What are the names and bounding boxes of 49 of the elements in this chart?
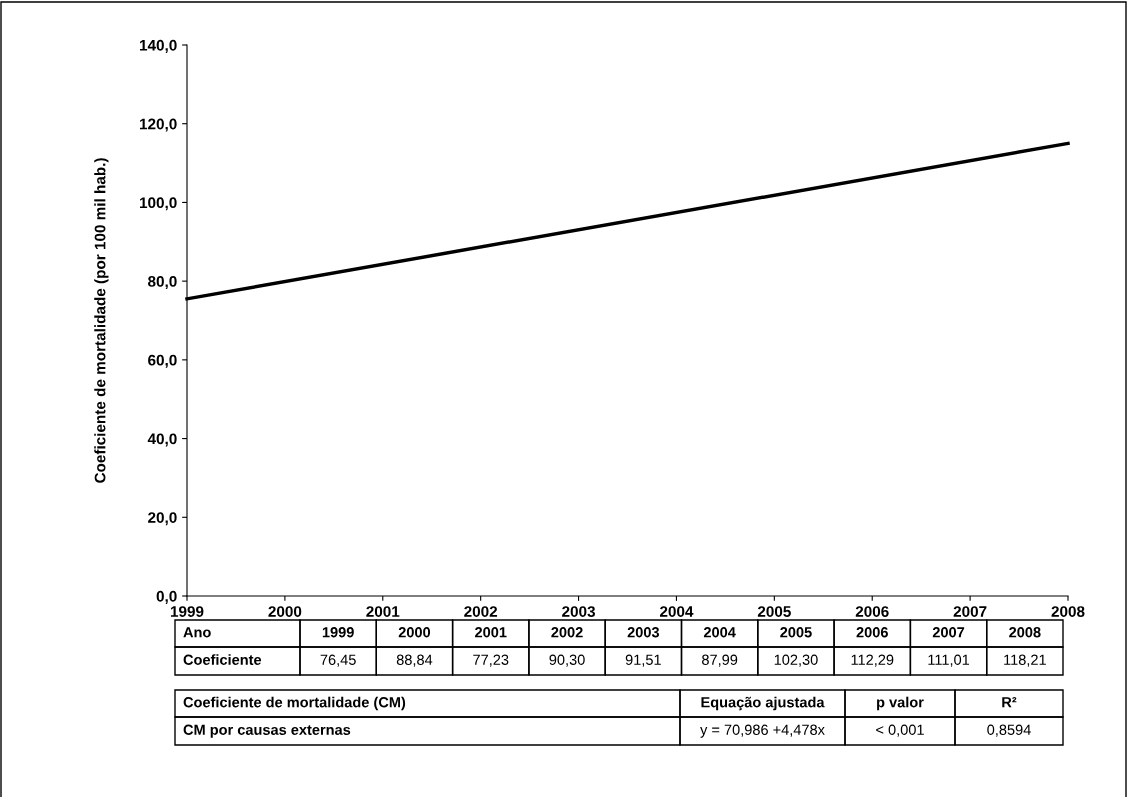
x-tick-label: 2000 bbox=[268, 606, 302, 617]
text: y = 70,986 +4,478x bbox=[700, 724, 825, 738]
text: 2005 bbox=[780, 627, 812, 638]
text: 0,8594 bbox=[987, 724, 1031, 737]
text: 87,99 bbox=[702, 654, 738, 667]
text: Equação ajustada bbox=[701, 696, 825, 711]
text: Ano bbox=[183, 627, 211, 638]
x-tick-label: 1999 bbox=[170, 606, 204, 617]
text: 2004 bbox=[703, 627, 736, 638]
text: CM por causas externas bbox=[183, 724, 351, 738]
text: 2002 bbox=[551, 627, 583, 638]
text: 102,30 bbox=[774, 654, 818, 667]
text: Coeficiente de mortalidade (CM) bbox=[183, 696, 406, 711]
text: 112,29 bbox=[851, 654, 894, 667]
x-tick-label: 2005 bbox=[757, 606, 791, 617]
x-tick-label: 2007 bbox=[953, 606, 987, 617]
x-tick-label: 2006 bbox=[855, 606, 889, 617]
text: < 0,001 bbox=[876, 724, 924, 737]
text: 2000 bbox=[398, 627, 431, 638]
text: 88,84 bbox=[396, 654, 433, 667]
text: 118,21 bbox=[1004, 654, 1046, 667]
y-tick-label: 100,0 bbox=[140, 197, 177, 211]
text: 2001 bbox=[475, 627, 507, 638]
text: R² bbox=[1002, 697, 1017, 708]
y-tick-label: 140,0 bbox=[140, 39, 177, 53]
text: 76,45 bbox=[320, 654, 356, 667]
text: 2007 bbox=[932, 627, 965, 638]
x-tick-label: 2004 bbox=[659, 606, 694, 617]
x-tick-label: 2008 bbox=[1051, 606, 1085, 617]
text: 77,23 bbox=[473, 654, 509, 667]
text: 91,51 bbox=[625, 654, 661, 667]
y-tick-label: 40,0 bbox=[147, 433, 177, 447]
text: 90,30 bbox=[549, 654, 585, 667]
text: 2003 bbox=[627, 627, 660, 638]
y-tick-label: 120,0 bbox=[140, 118, 177, 132]
y-tick-label: 60,0 bbox=[148, 354, 177, 368]
text: Coeficiente bbox=[183, 654, 262, 665]
text: 2006 bbox=[856, 627, 888, 638]
x-tick-label: 2001 bbox=[366, 606, 400, 617]
text: 111,01 bbox=[928, 654, 970, 667]
y-tick-label: 0,0 bbox=[156, 590, 177, 604]
x-tick-label: 2003 bbox=[562, 606, 595, 617]
y-axis-title: Coeficiente de mortalidade (por 100 mil hab.) bbox=[94, 158, 109, 483]
text: p valor bbox=[877, 696, 924, 711]
y-tick-label: 80,0 bbox=[148, 276, 177, 290]
text: 2008 bbox=[1009, 627, 1041, 638]
y-tick-label: 20,0 bbox=[148, 512, 177, 526]
text: 1999 bbox=[322, 627, 354, 638]
x-tick-label: 2002 bbox=[464, 606, 498, 617]
